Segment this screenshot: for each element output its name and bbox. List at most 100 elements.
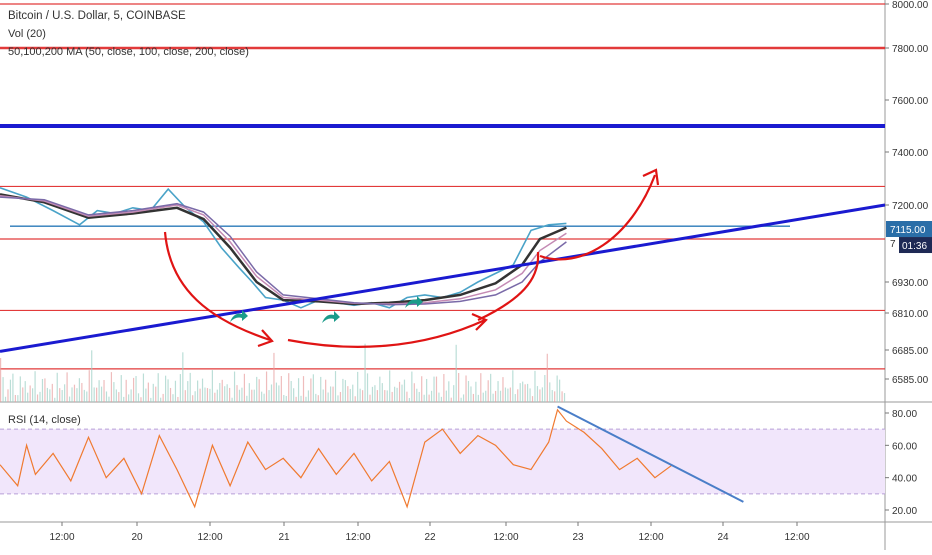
volume-bar-50	[123, 396, 125, 402]
volume-bar-75	[184, 390, 186, 402]
rsi-axis-label-2: 40.00	[892, 474, 917, 485]
volume-bar-190	[467, 380, 470, 402]
volume-bar-146	[359, 388, 361, 402]
blue-trendline	[0, 203, 886, 353]
volume-bar-204	[502, 377, 504, 402]
volume-bar-40	[98, 380, 100, 402]
volume-bar-177	[435, 376, 438, 402]
volume-bar-109	[268, 390, 270, 402]
volume-bar-99	[243, 373, 245, 402]
volume-bar-6	[14, 394, 16, 402]
rsi-axis-label-1: 60.00	[892, 441, 917, 452]
volume-bar-229	[563, 393, 566, 402]
volume-bar-200	[492, 393, 494, 402]
volume-bar-195	[480, 373, 482, 402]
volume-bar-112	[275, 382, 278, 402]
volume-bar-202	[497, 381, 499, 402]
time-axis-label-8: 12:00	[638, 532, 663, 543]
volume-bar-137	[337, 395, 339, 402]
volume-bar-44	[108, 396, 110, 402]
volume-bar-153	[376, 390, 378, 402]
volume-bar-60	[147, 382, 149, 402]
volume-bar-79	[194, 391, 196, 402]
volume-bar-111	[273, 352, 275, 402]
volume-bar-216	[531, 396, 534, 402]
volume-bar-139	[342, 378, 344, 402]
volume-bar-77	[189, 372, 191, 402]
volume-bar-211	[519, 383, 521, 402]
volume-bar-102	[251, 389, 253, 402]
volume-bar-4	[9, 379, 12, 402]
volume-bar-210	[517, 389, 519, 402]
volume-bar-149	[366, 373, 369, 402]
volume-bar-22	[54, 397, 56, 402]
volume-bar-104	[256, 376, 258, 402]
volume-bar-3	[7, 389, 9, 402]
current-price-badge	[886, 221, 932, 237]
volume-bar-168	[413, 383, 415, 402]
volume-bar-108	[265, 371, 268, 402]
volume-bar-9	[22, 387, 24, 402]
ma-line-1	[0, 194, 567, 305]
volume-bar-95	[233, 371, 236, 402]
volume-bar-151	[371, 386, 374, 402]
volume-legend: Vol (20)	[8, 28, 46, 40]
price-axis-label-8: 6585.00	[892, 375, 929, 386]
volume-bar-37	[91, 350, 93, 402]
volume-bar-156	[384, 390, 386, 402]
volume-bar-127	[312, 374, 314, 402]
volume-bar-115	[283, 394, 285, 402]
partial-price-label: 7	[890, 239, 896, 250]
volume-bar-67	[164, 375, 167, 402]
volume-bar-218	[536, 386, 539, 402]
volume-bar-162	[398, 381, 401, 402]
volume-bar-122	[300, 395, 302, 402]
price-axis-label-2: 7600.00	[892, 96, 929, 107]
time-axis-label-9: 24	[717, 532, 729, 543]
volume-bar-140	[344, 380, 346, 402]
volume-bar-83	[204, 387, 206, 402]
volume-bar-199	[490, 373, 492, 402]
volume-bar-174	[428, 394, 430, 402]
volume-bar-187	[460, 397, 462, 402]
volume-bar-82	[201, 378, 204, 402]
volume-bar-118	[290, 380, 292, 402]
volume-bar-138	[339, 391, 342, 402]
red-arrow-bottom	[287, 319, 486, 348]
volume-bar-223	[549, 382, 551, 402]
ma-legend: 50,100,200 MA (50, close, 100, close, 20…	[8, 46, 249, 58]
volume-bar-120	[295, 396, 297, 402]
volume-bar-36	[88, 370, 90, 402]
volume-bar-114	[280, 376, 282, 402]
volume-bar-46	[113, 382, 115, 402]
time-axis-label-10: 12:00	[784, 532, 809, 543]
time-axis-label-1: 20	[131, 532, 143, 543]
volume-bar-205	[504, 387, 507, 402]
volume-bar-207	[509, 387, 511, 402]
green-arrow-1	[322, 311, 340, 323]
current-price-label: 7115.00	[890, 225, 926, 236]
volume-bar-165	[406, 391, 408, 402]
volume-bar-222	[546, 353, 548, 402]
volume-bar-87	[214, 392, 216, 402]
rsi-band	[0, 429, 885, 494]
volume-bar-94	[231, 397, 233, 402]
volume-bar-221	[544, 375, 546, 402]
volume-bar-173	[426, 378, 428, 402]
volume-bar-215	[529, 388, 531, 402]
volume-bar-117	[288, 373, 290, 402]
volume-bar-26	[64, 384, 66, 402]
volume-bar-159	[391, 391, 393, 402]
volume-bar-150	[369, 394, 371, 402]
volume-bar-65	[160, 397, 162, 402]
volume-bar-219	[539, 389, 541, 402]
volume-bar-189	[465, 375, 467, 402]
volume-bar-76	[187, 381, 189, 402]
volume-bar-7	[17, 395, 19, 402]
volume-bar-92	[226, 384, 228, 402]
volume-bar-74	[182, 352, 184, 402]
volume-bar-66	[162, 393, 164, 402]
volume-bar-201	[494, 390, 497, 402]
volume-bar-135	[332, 386, 334, 402]
volume-bar-163	[401, 384, 403, 402]
